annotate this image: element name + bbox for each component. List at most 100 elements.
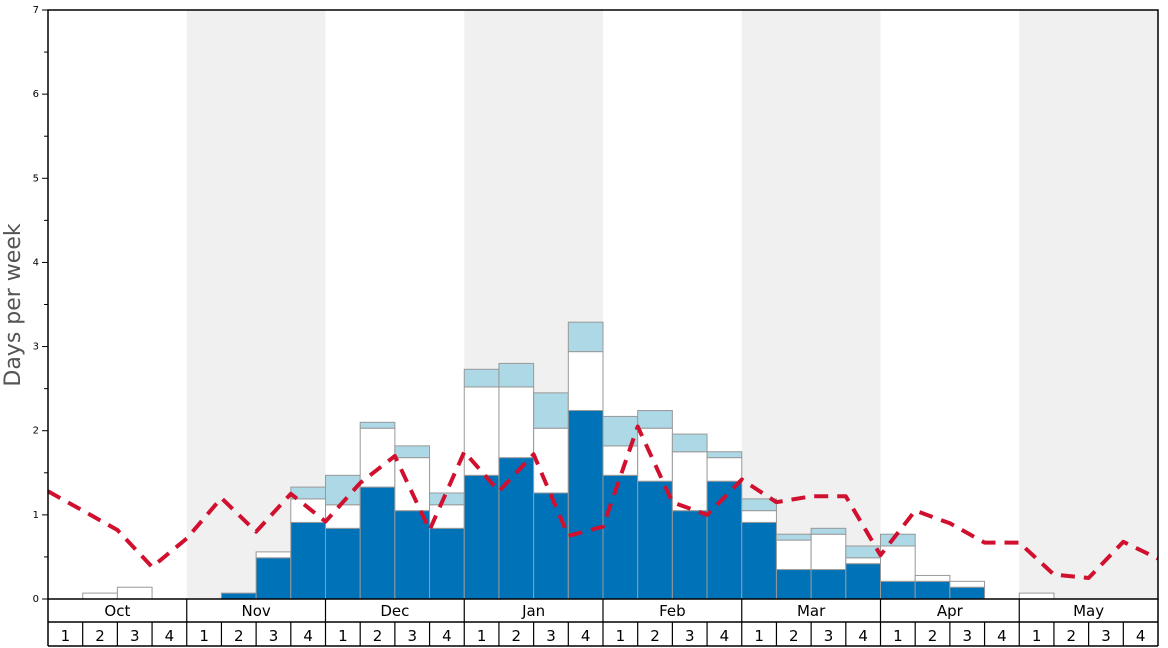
bar-week-14-layer-2 [498, 386, 535, 459]
bar-week-14-layer-1 [498, 457, 535, 600]
bar-week-19-layer-3 [671, 433, 708, 453]
y-tick-label: 5 [33, 173, 39, 184]
week-label: 4 [442, 627, 452, 645]
bar-week-25-layer-2 [880, 545, 916, 582]
bar-week-12-layer-3 [429, 492, 465, 506]
bar-week-10-layer-1 [359, 486, 396, 600]
week-label: 3 [1101, 627, 1111, 645]
bar-week-6-layer-1 [220, 592, 257, 600]
month-label-feb: Feb [659, 602, 686, 620]
week-label: 3 [130, 627, 140, 645]
week-label: 2 [234, 627, 244, 645]
week-label: 3 [962, 627, 972, 645]
week-label: 3 [407, 627, 417, 645]
week-label: 2 [373, 627, 383, 645]
week-label: 2 [650, 627, 660, 645]
week-label: 1 [477, 627, 487, 645]
week-label: 1 [754, 627, 764, 645]
bar-week-15-layer-3 [533, 392, 569, 429]
bar-week-7-layer-2 [255, 551, 292, 559]
week-label: 1 [1032, 627, 1042, 645]
week-label: 2 [512, 627, 522, 645]
bar-week-22-layer-3 [775, 533, 812, 541]
bar-week-23-layer-2 [810, 533, 847, 571]
week-label: 3 [685, 627, 695, 645]
bar-week-18-layer-3 [637, 410, 673, 429]
bar-week-26-layer-2 [914, 574, 951, 582]
bar-week-21-layer-1 [741, 521, 777, 600]
month-label-dec: Dec [380, 602, 409, 620]
bar-week-15-layer-2 [533, 427, 569, 494]
bar-week-19-layer-1 [671, 510, 708, 600]
bar-week-18-layer-1 [637, 480, 673, 600]
y-axis-label: Days per week [1, 223, 26, 386]
bars [82, 321, 1055, 600]
trend-line-layer [47, 424, 1159, 580]
bar-week-9-layer-1 [325, 527, 361, 600]
bar-week-15-layer-1 [533, 492, 569, 600]
bar-week-10-layer-2 [359, 427, 396, 488]
week-label: 4 [165, 627, 175, 645]
bar-week-12-layer-1 [429, 527, 465, 600]
month-label-mar: Mar [797, 602, 826, 620]
trend-line [47, 424, 1159, 580]
y-tick-label: 0 [33, 594, 39, 605]
bar-week-27-layer-2 [949, 580, 986, 588]
bar-week-11-layer-1 [394, 510, 431, 600]
y-tick-label: 6 [33, 89, 39, 100]
week-label: 1 [199, 627, 209, 645]
bar-week-13-layer-3 [463, 368, 500, 388]
week-label: 2 [1067, 627, 1077, 645]
week-label: 4 [858, 627, 868, 645]
week-label: 4 [1136, 627, 1146, 645]
week-label: 1 [616, 627, 626, 645]
bar-week-13-layer-1 [463, 474, 500, 600]
bar-week-24-layer-1 [845, 563, 881, 600]
bar-week-11-layer-3 [394, 445, 431, 459]
bar-week-21-layer-2 [741, 510, 777, 523]
bar-week-16-layer-3 [567, 321, 604, 353]
bar-week-14-layer-3 [498, 362, 535, 388]
bar-week-2-layer-2 [82, 592, 118, 600]
bar-week-21-layer-3 [741, 498, 777, 512]
bar-week-3-layer-2 [116, 586, 153, 600]
y-tick-label: 4 [33, 257, 39, 268]
bar-week-23-layer-3 [810, 527, 847, 535]
bar-week-23-layer-1 [810, 569, 847, 600]
bar-week-29-layer-2 [1018, 592, 1055, 600]
week-label: 1 [338, 627, 348, 645]
week-label: 1 [893, 627, 903, 645]
bar-week-8-layer-1 [290, 521, 326, 600]
month-label-jan: Jan [521, 602, 545, 620]
background-stripes [186, 10, 1158, 599]
week-label: 2 [928, 627, 938, 645]
week-label: 3 [269, 627, 279, 645]
week-label: 3 [546, 627, 556, 645]
month-label-apr: Apr [937, 602, 964, 620]
y-tick-label: 3 [33, 342, 39, 353]
bar-week-8-layer-2 [290, 498, 326, 523]
bar-week-11-layer-2 [394, 457, 431, 512]
bar-week-10-layer-3 [359, 421, 396, 429]
bar-week-24-layer-3 [845, 545, 881, 559]
bar-week-20-layer-2 [706, 457, 743, 482]
week-label: 1 [61, 627, 71, 645]
y-tick-label: 1 [33, 510, 39, 521]
bar-week-17-layer-1 [602, 474, 639, 600]
week-label: 2 [95, 627, 105, 645]
bar-week-18-layer-2 [637, 427, 673, 482]
bar-week-26-layer-1 [914, 580, 951, 600]
week-label: 3 [824, 627, 834, 645]
x-axis: Oct Nov Dec Jan Feb Mar Apr May 1 2 3 4 1 2 3 4 1 2 3 4 1 2 3 4… [47, 599, 1159, 647]
y-tick-label: 2 [33, 426, 39, 437]
month-shade-may [1019, 10, 1158, 599]
y-axis: 0 1 2 3 4 5 6 7 [33, 5, 48, 605]
bar-week-13-layer-2 [463, 386, 500, 476]
bar-week-24-layer-2 [845, 557, 881, 565]
week-label: 2 [789, 627, 799, 645]
bar-week-19-layer-2 [671, 451, 708, 512]
bar-week-27-layer-1 [949, 586, 986, 600]
week-label: 4 [997, 627, 1007, 645]
bar-week-7-layer-1 [255, 557, 292, 600]
